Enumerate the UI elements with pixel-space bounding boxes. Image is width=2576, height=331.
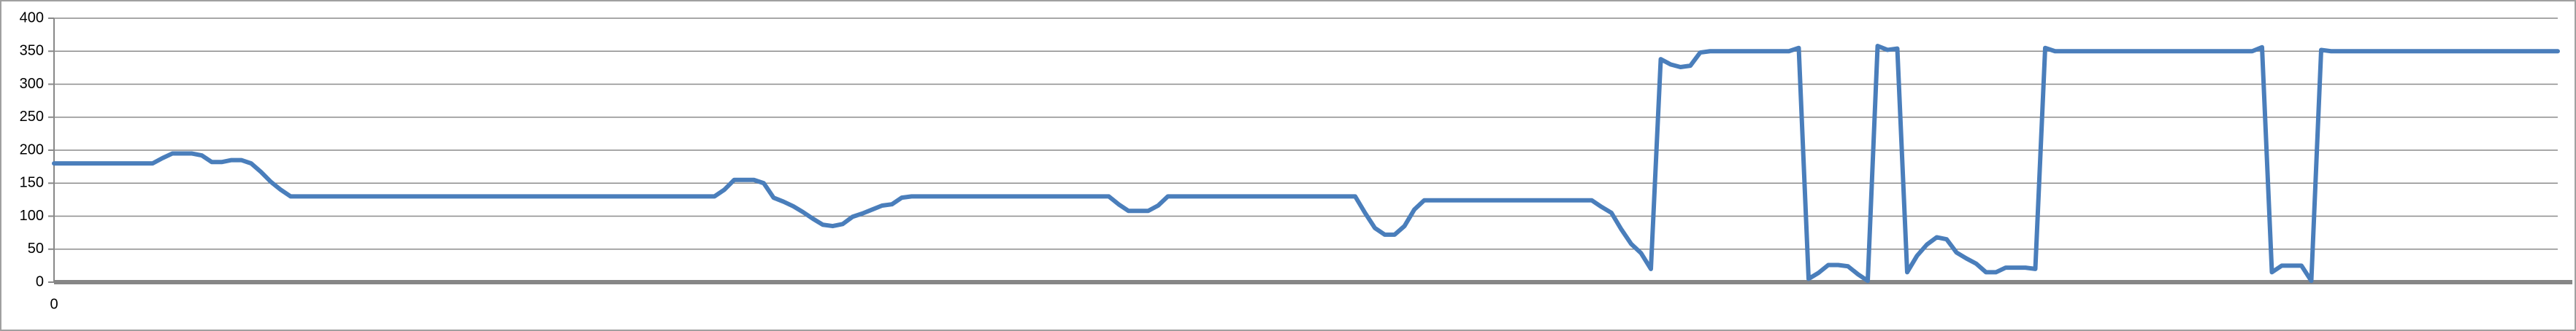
y-tick-label: 100	[20, 208, 44, 224]
y-tick-label: 150	[20, 175, 44, 191]
data-line	[52, 44, 2560, 284]
x-tick-label: 0	[50, 296, 58, 312]
y-tick-label: 50	[28, 241, 44, 257]
y-tick-label: 400	[20, 9, 44, 26]
y-tick-label: 0	[36, 273, 44, 289]
y-tick-label: 250	[20, 109, 44, 125]
y-tick-label: 300	[20, 76, 44, 92]
y-tick-label: 350	[20, 43, 44, 59]
y-tick-label: 200	[20, 141, 44, 157]
